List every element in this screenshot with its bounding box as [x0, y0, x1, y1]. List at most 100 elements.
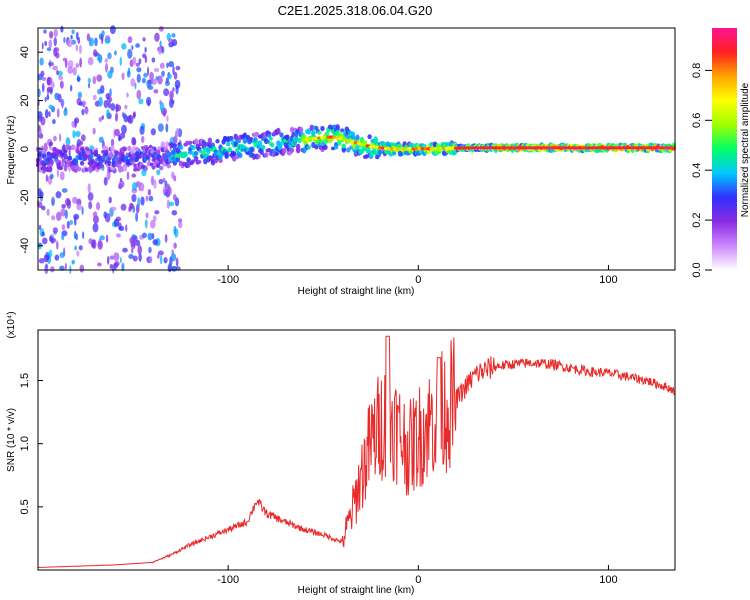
- spectrogram-noise-cell: [172, 87, 175, 92]
- spectrogram-noise-cell: [119, 257, 122, 264]
- spectrogram-noise-cell: [150, 175, 155, 186]
- spectrogram-noise-cell: [92, 127, 96, 135]
- spectrogram-noise-cell: [72, 129, 76, 139]
- spectrogram-ridge-cell: [227, 148, 232, 153]
- spectrogram-noise-cell: [104, 62, 109, 73]
- spectrogram-noise-cell: [122, 113, 127, 119]
- spectrogram-noise-cell: [76, 203, 82, 211]
- spectrogram-ridge-cell: [350, 131, 356, 137]
- spectrogram-ridge-cell: [306, 128, 311, 135]
- spectrogram-noise-cell: [147, 66, 150, 76]
- spectrogram-noise-cell: [110, 138, 115, 148]
- spectrogram-noise-cell: [79, 264, 85, 273]
- spectrogram-noise-cell: [141, 169, 147, 177]
- spectrogram-noise-cell: [163, 257, 168, 264]
- spectrogram-noise-cell: [63, 36, 66, 44]
- spectrogram-noise-cell: [75, 44, 78, 52]
- spectrogram-noise-cell: [147, 232, 153, 241]
- colorbar-tick-label-4: 0.8: [691, 63, 703, 78]
- spectrogram-ridge-cell: [73, 159, 79, 166]
- spectrogram-noise-cell: [166, 115, 169, 123]
- spectrogram-noise-cell: [162, 186, 166, 195]
- spectrogram-noise-cell: [92, 211, 98, 218]
- spectrogram-ridge-cell: [232, 151, 237, 157]
- spectrogram-ridge-cell: [289, 147, 295, 153]
- spectrogram-y-tick-label-2: 0: [19, 146, 31, 152]
- spectrogram-noise-cell: [165, 77, 169, 84]
- spectrogram-x-label: Height of straight line (km): [298, 286, 415, 297]
- spectrogram-noise-cell: [67, 60, 74, 69]
- spectrogram-ridge-cell: [43, 144, 48, 152]
- spectrogram-ridge-cell: [282, 147, 287, 154]
- spectrogram-ridge-cell: [268, 136, 273, 141]
- spectrogram-noise-cell: [38, 224, 42, 231]
- spectrogram-ridge-cell: [306, 144, 311, 150]
- spectrogram-noise-cell: [106, 255, 110, 265]
- spectrogram-noise-cell: [88, 238, 93, 245]
- spectrogram-noise-cell: [70, 84, 73, 92]
- spectrogram-noise-cell: [132, 255, 138, 262]
- spectrogram-noise-cell: [175, 257, 179, 267]
- spectrogram-ridge-cell: [298, 126, 304, 133]
- spectrogram-noise-cell: [150, 78, 157, 85]
- spectrogram-noise-cell: [71, 29, 75, 35]
- spectrogram-ridge-cell: [46, 157, 51, 163]
- spectrogram-noise-cell: [128, 254, 134, 259]
- spectrogram-ridge-cell: [187, 140, 193, 146]
- spectrogram-noise-cell: [96, 74, 103, 82]
- spectrogram-noise-cell: [58, 75, 64, 81]
- spectrogram-ridge-cell: [47, 165, 53, 173]
- snr-y-ticks: 0.5 1.0 1.5: [19, 373, 43, 514]
- spectrogram-noise-cell: [41, 237, 48, 245]
- spectrogram-noise-cell: [107, 52, 112, 60]
- spectrogram-ridge-cell: [257, 140, 263, 147]
- spectrogram-noise-cell: [167, 73, 173, 79]
- spectrogram-noise-cell: [40, 70, 45, 77]
- colorbar-tick-label-0: 0.0: [691, 262, 703, 277]
- spectrogram-ridge-cell: [127, 145, 132, 152]
- spectrogram-ridge-cell: [259, 149, 264, 155]
- spectrogram-noise-cell: [74, 130, 81, 138]
- spectrogram-noise-cell: [138, 58, 142, 65]
- spectrogram-noise-cell: [109, 88, 112, 97]
- spectrogram-noise-cell: [140, 196, 145, 206]
- spectrogram-noise-cell: [171, 265, 176, 272]
- spectrogram-noise-cell: [48, 111, 51, 118]
- spectrogram-noise-cell: [98, 96, 103, 107]
- spectrogram-ridge-cell: [190, 144, 196, 151]
- colorbar-label: Normalized spectral amplitude: [740, 82, 750, 217]
- spectrogram-noise-cell: [105, 93, 110, 100]
- spectrogram-noise-cell: [45, 263, 48, 269]
- spectrogram-noise-cell: [173, 71, 178, 80]
- spectrogram-noise-cell: [148, 246, 152, 254]
- snr-x-tick-label-2: 100: [599, 574, 617, 586]
- spectrogram-x-tick-label-1: 0: [415, 274, 421, 286]
- spectrogram-noise-cell: [135, 239, 141, 247]
- spectrogram-ridge-cell: [373, 136, 378, 143]
- spectrogram-noise-cell: [48, 249, 53, 258]
- spectrogram-noise-cell: [132, 138, 137, 146]
- spectrogram-ridge-cell: [309, 124, 315, 132]
- spectrogram-noise-cell: [56, 168, 59, 178]
- spectrogram-ridge-cell: [89, 153, 94, 160]
- spectrogram-noise-cell: [44, 40, 48, 47]
- spectrogram-noise-cell: [171, 171, 175, 179]
- spectrogram-noise-cell: [142, 232, 147, 239]
- snr-frame: [37, 329, 676, 571]
- snr-y-tick-label-1: 1.0: [19, 436, 31, 451]
- spectrogram-ridge-cell: [122, 146, 127, 152]
- snr-x-tick-label-1: 0: [415, 574, 421, 586]
- spectrogram-noise-cell: [59, 171, 65, 181]
- spectrogram-noise-cell: [136, 67, 142, 73]
- spectrogram-noise-cell: [151, 57, 156, 63]
- spectrogram-noise-cell: [78, 101, 83, 106]
- spectrogram-noise-cell: [113, 252, 120, 262]
- spectrogram-noise-cell: [133, 111, 136, 118]
- spectrogram-noise-cell: [73, 230, 77, 240]
- colorbar-tick-label-2: 0.4: [691, 163, 703, 178]
- spectrogram-ridge-cell: [452, 150, 458, 156]
- spectrogram-ridge-cell: [289, 126, 295, 133]
- spectrogram-y-tick-label-0: -40: [19, 238, 31, 254]
- spectrogram-noise-cell: [101, 30, 105, 37]
- spectrogram-noise-cell: [92, 94, 97, 101]
